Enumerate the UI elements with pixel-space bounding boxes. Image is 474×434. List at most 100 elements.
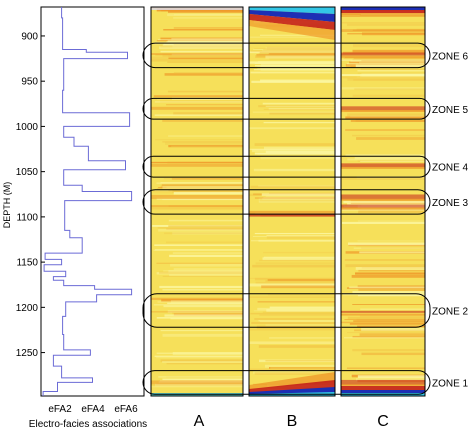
heatmap-stripe (160, 37, 243, 41)
heatmap-stripe (156, 272, 243, 275)
heatmap-stripe (350, 115, 425, 118)
heatmap-stripe (355, 267, 425, 270)
heatmap-stripe (166, 185, 243, 188)
heatmap-band (341, 163, 425, 168)
facies-tick-efa2: eFA2 (48, 404, 72, 415)
heatmap-stripe (253, 168, 335, 172)
heatmap-stripe (249, 328, 335, 331)
heatmap-stripe (154, 101, 243, 103)
heatmap-stripe (352, 349, 425, 352)
heatmap-stripe (352, 134, 425, 137)
heatmap-edge (151, 7, 243, 10)
heatmap-stripe (252, 264, 335, 268)
heatmap-stripe (261, 285, 335, 289)
heatmap-stripe (259, 259, 335, 262)
heatmap-stripe (153, 304, 243, 306)
heatmap-stripe (167, 10, 243, 13)
heatmap-stripe (357, 220, 425, 222)
heatmap-stripe (162, 119, 243, 122)
heatmap-band (341, 106, 425, 111)
heatmap-stripe (263, 108, 335, 110)
heatmap-stripe (162, 378, 243, 381)
heatmap-stripe (263, 256, 335, 258)
zone-outline (142, 293, 431, 328)
heatmap-stripe (349, 61, 425, 64)
heatmap-stripe (170, 263, 243, 267)
heatmap-stripe (167, 61, 243, 63)
heatmap-stripe (164, 73, 243, 76)
heatmap-stripe (266, 309, 335, 312)
heatmap-stripe (161, 298, 243, 302)
facies-tick-efa6: eFA6 (114, 404, 138, 415)
heatmap-stripe (265, 55, 335, 59)
heatmap-stripe (347, 332, 425, 334)
heatmap-band (341, 110, 425, 113)
heatmap-stripe (264, 364, 335, 368)
heatmap-stripe (158, 228, 243, 232)
heatmap-stripe (257, 153, 335, 155)
heatmap-stripe (346, 367, 425, 369)
heatmap-stripe (257, 307, 335, 311)
panel-c-frame (340, 6, 426, 397)
heatmap-stripe (355, 378, 425, 381)
heatmap-stripe (155, 383, 243, 387)
heatmap-stripe (166, 241, 243, 244)
heatmap-stripe (151, 206, 243, 210)
heatmap-stripe (250, 36, 335, 38)
heatmap-stripe (249, 51, 335, 54)
heatmap-stripe (249, 61, 335, 64)
heatmap-stripe (160, 182, 243, 184)
heatmap-stripe (254, 48, 335, 50)
depth-ticks: 900 950 1000 1050 1100 1150 1200 1250 (16, 31, 45, 359)
heatmap-stripe (357, 294, 425, 297)
heatmap-stripe (353, 79, 425, 81)
heatmap-stripe (341, 87, 425, 90)
heatmap-stripe (251, 321, 335, 324)
heatmap-stripe (347, 32, 425, 35)
heatmap-stripe (259, 314, 335, 316)
heatmap-stripe (166, 228, 243, 230)
heatmap-stripe (172, 312, 243, 315)
heatmap-stripe (250, 185, 335, 189)
heatmap-stripe (173, 72, 243, 73)
heatmap-stripe (344, 337, 425, 339)
heatmap-stripe (260, 68, 335, 72)
heatmap-stripe (162, 333, 243, 337)
heatmap-stripe (266, 236, 335, 239)
heatmap-stripe (260, 156, 335, 160)
heatmap-stripe (164, 232, 243, 235)
heatmap-stripe (344, 259, 425, 261)
heatmap-band (151, 380, 243, 385)
heatmap-stripe (353, 247, 425, 249)
heatmap-stripe (361, 73, 425, 77)
heatmap-stripe (254, 232, 335, 235)
heatmap-stripe (353, 44, 425, 48)
heatmap-stripe (267, 278, 335, 282)
heatmap-edge (249, 14, 335, 30)
heatmap-stripe (265, 360, 335, 362)
zone-label: ZONE 4 (432, 163, 469, 174)
heatmap-stripe (255, 281, 335, 284)
heatmap-stripe (259, 199, 335, 202)
heatmap-stripe (162, 141, 243, 143)
heatmap-stripe (354, 157, 425, 160)
heatmap-band (151, 205, 243, 208)
heatmap-stripe (347, 23, 425, 26)
heatmap-stripe (154, 244, 243, 247)
heatmap-stripe (258, 61, 335, 63)
heatmap-stripe (173, 112, 243, 115)
heatmap-stripe (168, 144, 243, 148)
heatmap-stripe (254, 62, 335, 65)
heatmap-band (249, 210, 335, 214)
heatmap-stripe (158, 376, 243, 378)
panel-b (248, 6, 336, 397)
heatmap-stripe (249, 296, 335, 298)
heatmap-stripe (156, 357, 243, 359)
heatmap-stripe (357, 285, 425, 288)
heatmap-stripe (343, 57, 425, 59)
heatmap-band (341, 55, 425, 58)
heatmap-stripe (269, 112, 335, 115)
heatmap-stripe (341, 59, 425, 61)
heatmap-stripe (263, 251, 335, 254)
depth-tick-label: 1050 (16, 167, 39, 178)
